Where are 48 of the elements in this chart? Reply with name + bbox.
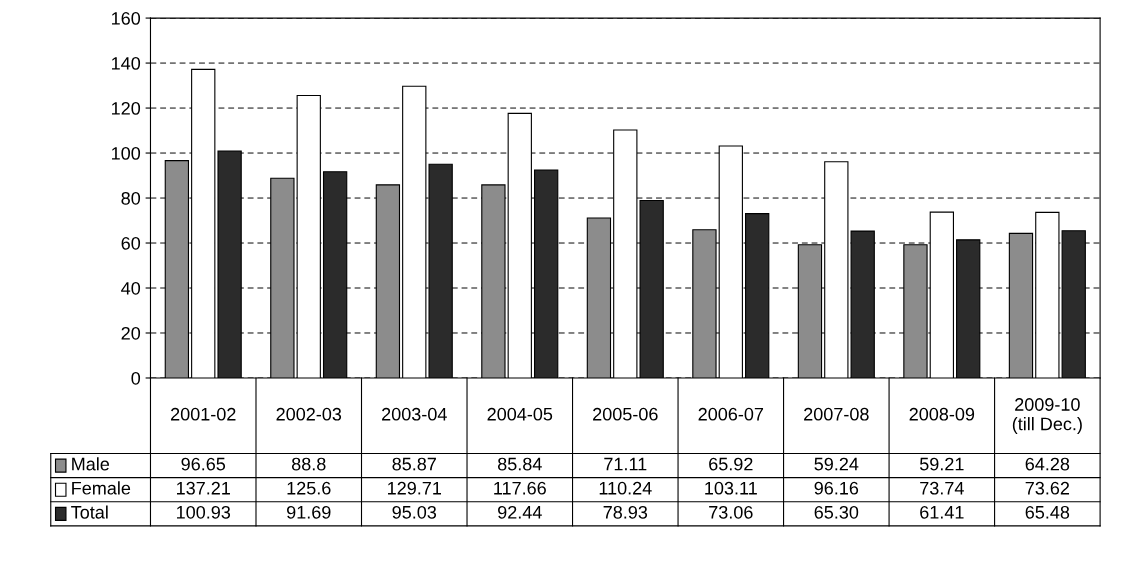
data-label: 103.11 — [705, 481, 757, 495]
x-tick-label: 2003-04 — [382, 407, 447, 421]
y-tick-label: 80 — [121, 191, 141, 205]
y-tick-label: 120 — [112, 101, 141, 115]
data-label: 65.92 — [709, 457, 753, 471]
data-label: 125.6 — [287, 481, 331, 495]
y-tick-label: 40 — [121, 281, 141, 295]
data-label: 73.06 — [709, 505, 753, 519]
x-tick-label: 2001-02 — [171, 407, 236, 421]
x-tick-label: 2008-09 — [909, 407, 975, 421]
y-tick-label: 60 — [121, 236, 141, 250]
data-label: 85.87 — [392, 457, 436, 471]
data-label: 59.24 — [814, 457, 859, 471]
data-label: 73.62 — [1025, 481, 1070, 495]
data-label: 95.03 — [392, 505, 437, 519]
data-label: 96.16 — [814, 481, 859, 495]
legend-label: Total — [71, 505, 108, 519]
y-tick-label: 160 — [112, 12, 141, 25]
data-label: 88.8 — [291, 457, 326, 471]
data-label: 71.11 — [604, 457, 647, 471]
y-tick-label: 100 — [112, 146, 141, 160]
x-tick-label: 2009-10 (till Dec.) — [1012, 398, 1082, 434]
legend-label: Male — [72, 457, 110, 471]
x-tick-label: 2006-07 — [698, 407, 764, 421]
data-label: 85.84 — [497, 457, 542, 471]
data-label: 65.30 — [814, 505, 859, 519]
data-label: 73.74 — [920, 481, 964, 495]
y-tick-label: 20 — [121, 326, 141, 340]
x-tick-label: 2004-05 — [487, 407, 553, 421]
x-tick-label: 2007-08 — [804, 407, 869, 421]
data-label: 117.66 — [494, 481, 546, 495]
data-label: 137.21 — [177, 481, 230, 495]
data-label: 64.28 — [1025, 457, 1070, 471]
data-label: 129.71 — [388, 481, 441, 495]
data-label: 59.21 — [919, 457, 964, 471]
data-label: 91.69 — [287, 505, 331, 519]
data-label: 96.65 — [181, 457, 226, 471]
y-tick-label: 140 — [112, 57, 141, 70]
data-label: 110.24 — [599, 481, 652, 495]
data-label: 100.93 — [177, 505, 231, 519]
data-label: 65.48 — [1025, 505, 1070, 519]
data-label: 78.93 — [603, 505, 648, 519]
x-tick-label: 2005-06 — [593, 407, 658, 421]
data-label: 92.44 — [498, 505, 542, 519]
y-tick-label: 0 — [131, 371, 141, 385]
data-label: 61.41 — [920, 505, 964, 519]
x-tick-label: 2002-03 — [276, 407, 342, 421]
legend-label: Female — [72, 481, 131, 495]
